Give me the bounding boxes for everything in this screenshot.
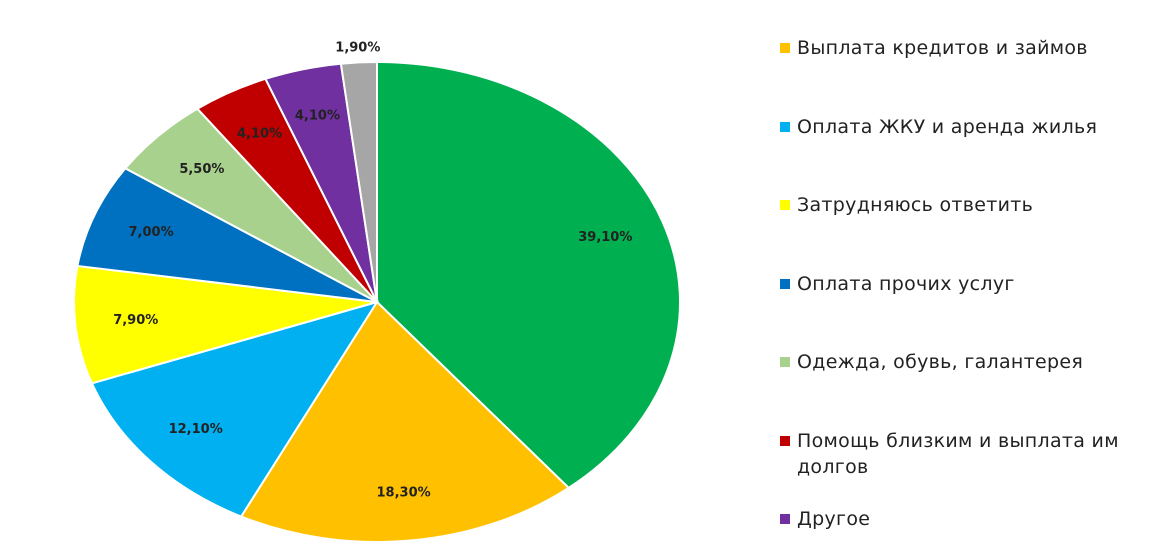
legend-label: Затрудняюсь ответить xyxy=(797,194,1034,216)
data-label: 7,00% xyxy=(129,225,174,240)
legend-item: Одежда, обувь, галантерея xyxy=(780,349,1150,375)
legend-swatch xyxy=(780,435,790,446)
legend-item: Другое xyxy=(780,506,1150,532)
data-label: 18,30% xyxy=(377,485,431,500)
pie-slice xyxy=(90,300,380,518)
legend-swatch xyxy=(780,357,790,367)
data-label: 4,10% xyxy=(237,127,282,142)
legend-swatch xyxy=(780,121,790,132)
pie-slice xyxy=(239,300,571,543)
legend-label: Другое xyxy=(797,508,871,530)
legend-label: Оплата ЖКУ и аренда жилья xyxy=(797,115,1098,138)
pie-slice xyxy=(73,264,378,385)
legend-swatch xyxy=(780,43,790,53)
pie-slice xyxy=(376,60,681,490)
data-label: 1,90% xyxy=(335,41,380,56)
data-label: 39,10% xyxy=(578,230,632,245)
data-label: 4,10% xyxy=(295,108,340,123)
pie-slice xyxy=(339,60,378,303)
legend-item: Затрудняюсь ответить xyxy=(780,192,1150,218)
legend-label: Помощь близким и выплата им долгов xyxy=(797,429,1119,478)
legend-swatch xyxy=(780,514,790,524)
legend-label: Выплата кредитов и займов xyxy=(797,37,1088,59)
legend-item: Выплата кредитов и займов xyxy=(780,35,1150,61)
data-label: 12,10% xyxy=(169,422,223,437)
legend-item: Оплата прочих услуг xyxy=(780,271,1150,297)
legend-label: Одежда, обувь, галантерея xyxy=(797,351,1084,373)
data-label: 7,90% xyxy=(113,313,158,328)
pie-slice xyxy=(76,167,378,303)
data-label: 5,50% xyxy=(179,162,224,177)
legend-item: Оплата ЖКУ и аренда жилья xyxy=(780,114,1150,140)
legend-swatch xyxy=(780,200,790,210)
legend-item: Помощь близким и выплата им долгов xyxy=(780,428,1150,480)
legend-label: Оплата прочих услуг xyxy=(797,272,1015,295)
legend-swatch xyxy=(780,278,790,289)
